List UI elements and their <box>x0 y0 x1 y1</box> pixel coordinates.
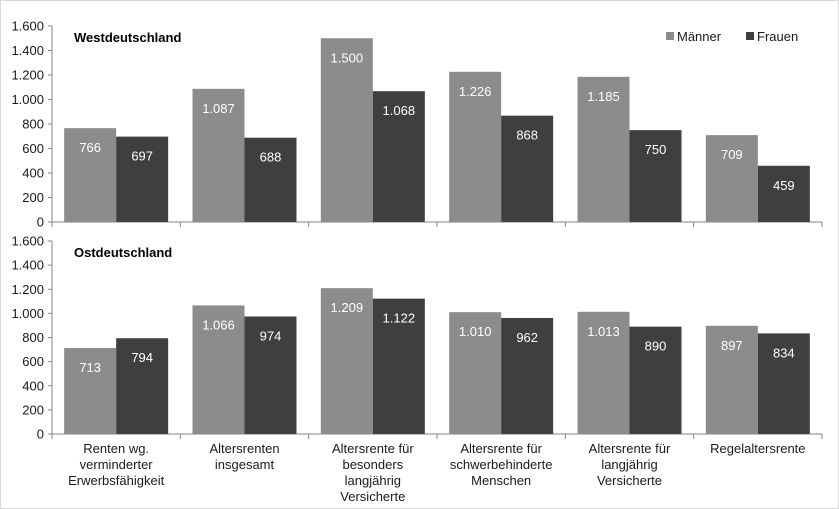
x-category-label: verminderter <box>80 457 154 472</box>
y-tick-label: 1.200 <box>11 68 44 83</box>
y-tick-label: 1.400 <box>11 43 44 58</box>
legend-label: Männer <box>677 29 722 44</box>
y-tick-label: 200 <box>22 402 44 417</box>
bar <box>757 333 810 434</box>
x-category-label: langjährig <box>601 457 657 472</box>
x-category-label: Erwerbsfähigkeit <box>68 473 164 488</box>
bar <box>116 338 169 434</box>
bar <box>372 298 425 434</box>
x-category-label: Altersrente für <box>332 441 414 456</box>
data-label: 1.209 <box>331 300 364 315</box>
y-tick-label: 400 <box>22 378 44 393</box>
x-category-label: langjährig <box>345 473 401 488</box>
data-label: 1.185 <box>587 89 620 104</box>
legend-label: Frauen <box>757 29 798 44</box>
panel-title: Ostdeutschland <box>74 245 172 260</box>
data-label: 1.068 <box>383 103 416 118</box>
bar <box>372 91 425 222</box>
panel-title: Westdeutschland <box>74 30 181 45</box>
x-category-label: Menschen <box>471 473 531 488</box>
bar <box>320 38 373 222</box>
y-tick-label: 0 <box>37 215 44 230</box>
bar <box>757 165 810 222</box>
data-label: 868 <box>516 128 538 143</box>
x-category-label: Altersrente für <box>460 441 542 456</box>
x-category-label: Versicherte <box>340 489 405 504</box>
bar <box>244 137 297 222</box>
bar <box>64 128 117 222</box>
bar <box>577 76 630 223</box>
data-label: 834 <box>773 345 795 360</box>
data-label: 766 <box>79 140 101 155</box>
legend-swatch <box>666 32 674 40</box>
bar <box>244 316 297 434</box>
bar <box>501 115 554 222</box>
bar <box>629 130 682 222</box>
data-label: 1.500 <box>331 50 364 65</box>
y-tick-label: 1.600 <box>11 19 44 34</box>
data-label: 1.013 <box>587 324 620 339</box>
y-tick-label: 0 <box>37 427 44 442</box>
y-tick-label: 1.000 <box>11 92 44 107</box>
x-category-label: Altersrente für <box>589 441 671 456</box>
x-category-label: Regelaltersrente <box>710 441 805 456</box>
bar <box>192 305 245 434</box>
legend-swatch <box>746 32 754 40</box>
x-category-label: besonders <box>342 457 403 472</box>
data-label: 697 <box>131 149 153 164</box>
y-tick-label: 200 <box>22 190 44 205</box>
x-category-label: Renten wg. <box>83 441 149 456</box>
y-tick-label: 1.000 <box>11 306 44 321</box>
data-label: 1.226 <box>459 84 492 99</box>
x-category-label: insgesamt <box>215 457 275 472</box>
bar <box>192 88 245 222</box>
x-category-label: Altersrenten <box>209 441 279 456</box>
data-label: 709 <box>721 147 743 162</box>
y-tick-label: 600 <box>22 354 44 369</box>
bar <box>64 347 117 434</box>
data-label: 459 <box>773 178 795 193</box>
bar <box>501 317 554 434</box>
data-label: 962 <box>516 330 538 345</box>
data-label: 890 <box>645 339 667 354</box>
data-label: 1.066 <box>202 317 235 332</box>
bar <box>629 326 682 434</box>
data-label: 713 <box>79 360 101 375</box>
y-tick-label: 1.400 <box>11 258 44 273</box>
y-tick-label: 600 <box>22 141 44 156</box>
y-tick-label: 1.200 <box>11 282 44 297</box>
data-label: 1.122 <box>383 311 416 326</box>
bar <box>449 312 502 434</box>
data-label: 1.087 <box>202 101 235 116</box>
data-label: 794 <box>131 350 153 365</box>
y-tick-label: 800 <box>22 330 44 345</box>
x-category-label: schwerbehinderte <box>450 457 553 472</box>
y-tick-label: 400 <box>22 166 44 181</box>
bar <box>320 288 373 434</box>
y-tick-label: 800 <box>22 117 44 132</box>
data-label: 1.010 <box>459 324 492 339</box>
x-category-label: Versicherte <box>597 473 662 488</box>
bar <box>449 71 502 222</box>
data-label: 688 <box>260 150 282 165</box>
y-tick-label: 1.600 <box>11 234 44 249</box>
bar <box>116 136 169 222</box>
data-label: 750 <box>645 142 667 157</box>
data-label: 897 <box>721 338 743 353</box>
data-label: 974 <box>260 329 282 344</box>
bar <box>705 135 758 222</box>
bar <box>705 325 758 434</box>
bar <box>577 311 630 434</box>
